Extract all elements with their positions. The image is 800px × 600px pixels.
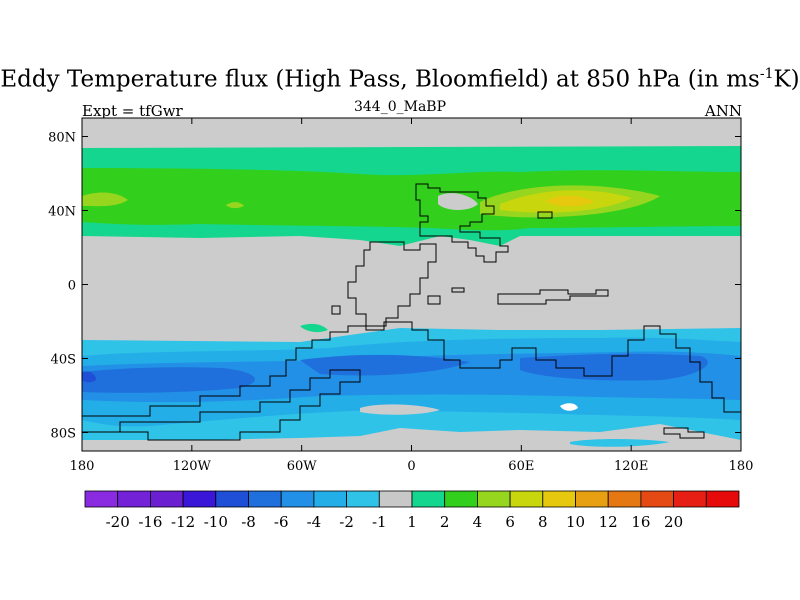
colorbar-swatch [313,490,347,508]
coastline-east-landmass [497,289,609,305]
coastline-southern-continent [82,321,741,417]
colorbar-label: -20 [106,513,130,531]
colorbar-label: 2 [440,513,450,531]
map-panel [82,118,741,451]
period-label: 344_0_MaBP [353,99,447,115]
northern-flux-band [82,146,741,246]
colorbar-label: -8 [241,513,256,531]
colorbar-label: 1 [407,513,417,531]
title-main: Eddy Temperature flux (High Pass, Bloomf… [0,66,760,93]
colorbar-label: 10 [566,513,585,531]
colorbar-label: 8 [538,513,548,531]
colorbar-label: 20 [664,513,683,531]
lon-tick-label: 180 [70,459,95,474]
lon-tick-label: 60W [287,459,318,474]
plot-title: Eddy Temperature flux (High Pass, Bloomf… [0,66,800,93]
coastline-island [537,211,553,219]
coastline-africa-like [347,241,437,327]
colorbar-label: -4 [307,513,322,531]
colorbar-label: 16 [631,513,650,531]
colorbar-swatch [378,490,413,508]
lon-tick-label: 180 [729,459,754,474]
continent-outlines [82,183,741,441]
colorbar-swatch [411,490,446,508]
colorbar-swatch [509,490,544,508]
colorbar-swatch [575,490,609,508]
coastline-northern-continent [415,183,509,263]
colorbar-swatch [542,490,576,508]
lon-tick-label: 120W [173,459,212,474]
longitude-axis: 180 120W 60W 0 60E 120E 180 [70,118,754,474]
colorbar-swatch [149,490,184,508]
colorbar-label: 12 [599,513,618,531]
colorbar-label: -1 [372,513,387,531]
coastline-peninsula [82,369,361,441]
colorbar-swatch [248,490,282,508]
lat-tick-label: 0 [68,279,76,294]
lon-tick-label: 60E [508,459,534,474]
colorbar-swatch [215,490,249,508]
colorbar-swatch [280,490,315,508]
colorbar-swatch [84,490,119,508]
lon-tick-label: 120E [614,459,648,474]
season-label: ANN [704,102,742,120]
colorbar-label: 4 [473,513,483,531]
colorbar-label: -12 [171,513,195,531]
lat-tick-label: 80S [51,427,76,442]
colorbar-swatch [705,490,740,508]
lat-tick-label: 40S [51,353,76,368]
lon-tick-label: 0 [407,459,415,474]
lat-tick-label: 40N [48,205,76,220]
coastline-antarctic-fragment [663,427,705,439]
title-end: K) [773,66,800,93]
colorbar-swatch [476,490,511,508]
colorbar-swatch [346,490,380,508]
colorbar-swatch [182,490,217,508]
lat-tick-label: 80N [48,131,76,146]
coastline-small-island [331,305,341,315]
colorbar-label: -2 [339,513,354,531]
colorbar-swatch [607,490,642,508]
coastline-mid-island [427,295,441,305]
coastline-dot [451,287,465,293]
colorbar-swatch [673,490,707,508]
title-superscript: -1 [759,66,774,82]
colorbar-label: -6 [274,513,289,531]
colorbar-label: -16 [138,513,162,531]
colorbar-label: 6 [505,513,515,531]
colorbar-swatch [640,490,675,508]
latitude-axis: 80N 40N 0 40S 80S [48,131,741,442]
experiment-label: Expt = tfGwr [82,102,183,120]
colorbar-label: -10 [204,513,228,531]
colorbar: -20 -16 -12 -10 -8 -6 -4 -2 -1 1 2 4 6 8 10 12 16 20 [84,490,740,531]
colorbar-swatch [117,490,151,508]
colorbar-swatch [444,490,478,508]
